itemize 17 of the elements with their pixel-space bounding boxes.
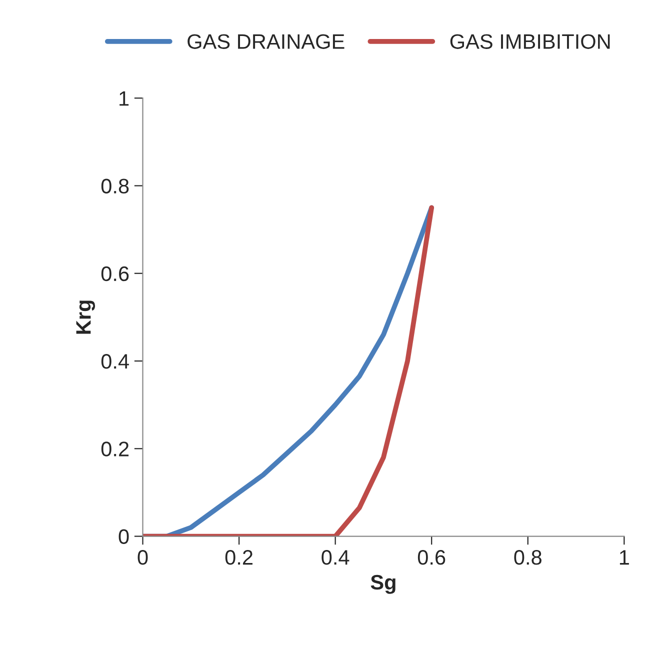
x-tick-label: 0.4 bbox=[322, 550, 350, 565]
x-tick-label: 0.8 bbox=[514, 550, 542, 565]
y-tick-label: 0.6 bbox=[101, 266, 129, 282]
y-tick-label: 0.4 bbox=[101, 354, 129, 369]
x-tick-label: 0.6 bbox=[418, 550, 446, 565]
y-tick-label: 1 bbox=[120, 91, 129, 106]
legend-label: GAS DRAINAGE bbox=[188, 34, 344, 49]
x-tick-label: 1 bbox=[620, 550, 629, 565]
x-tick-label: 0 bbox=[138, 550, 148, 565]
legend-label: GAS IMBIBITION bbox=[450, 34, 610, 49]
y-tick-label: 0.8 bbox=[101, 178, 129, 194]
y-tick-label: 0 bbox=[118, 529, 129, 544]
y-axis-title: Krg bbox=[76, 300, 96, 334]
x-tick-label: 0.2 bbox=[225, 550, 252, 565]
line-series bbox=[142, 205, 434, 536]
x-axis-title: Sg bbox=[370, 574, 396, 594]
y-tick-label: 0.2 bbox=[101, 442, 129, 456]
